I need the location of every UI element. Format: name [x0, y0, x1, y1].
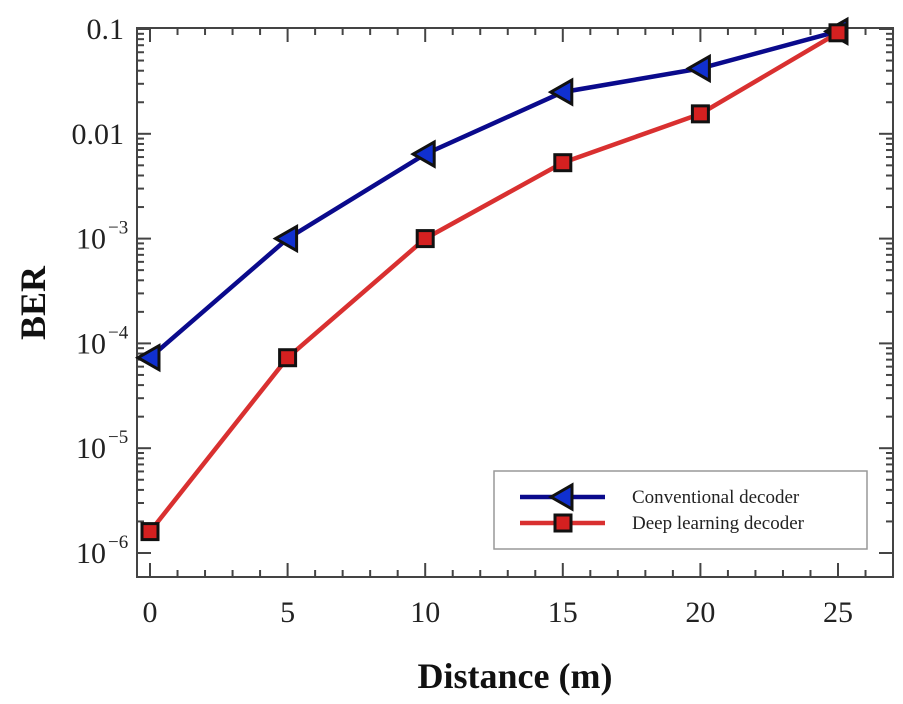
data-point-0-4: [685, 53, 711, 84]
y-tick-base: 0.01: [72, 118, 125, 151]
data-point-1-0: [140, 522, 160, 542]
data-point-1-1: [278, 348, 298, 368]
y-tick-label: 0.01: [72, 118, 125, 151]
x-tick-label: 0: [143, 596, 158, 629]
plot-frame: [136, 27, 894, 578]
series-line-1: [148, 30, 840, 534]
x-axis-title: Distance (m): [418, 656, 613, 696]
x-tick-label: 10: [410, 596, 440, 629]
y-tick-exponent: −4: [108, 322, 129, 343]
y-tick-base: 10: [76, 537, 106, 570]
data-point-1-5: [828, 23, 848, 43]
y-tick-exponent: −6: [108, 532, 128, 553]
y-tick-label: 0.1: [87, 13, 125, 46]
y-axis-title: BER: [13, 265, 53, 340]
x-tick-label: 25: [823, 596, 853, 629]
data-point-0-1: [272, 224, 299, 254]
y-tick-label: 10: [76, 537, 106, 570]
data-point-1-4: [690, 104, 710, 124]
x-tick-label: 20: [685, 596, 715, 629]
legend-marker-1: [553, 513, 573, 533]
y-tick-base: 10: [76, 327, 106, 360]
legend-label-1: Deep learning decoder: [632, 513, 805, 534]
data-point-0-3: [547, 77, 574, 107]
y-tick-exponent: −5: [108, 427, 128, 448]
y-tick-base: 0.1: [87, 13, 125, 46]
legend-box: [493, 470, 868, 550]
data-point-0-2: [410, 139, 436, 169]
legend-marker-0: [547, 482, 574, 512]
data-point-1-2: [415, 229, 435, 249]
x-tick-label: 15: [548, 596, 578, 629]
y-tick-base: 10: [76, 432, 106, 465]
y-tick-label: 10: [76, 223, 106, 256]
y-tick-label: 10: [76, 327, 106, 360]
y-tick-base: 10: [76, 223, 106, 256]
y-tick-label: 10: [76, 432, 106, 465]
y-tick-exponent: −3: [108, 218, 128, 239]
legend-label-0: Conventional decoder: [632, 487, 800, 508]
series-line-0: [148, 29, 839, 360]
data-point-0-0: [134, 343, 161, 373]
data-point-1-3: [553, 153, 573, 173]
x-tick-label: 5: [280, 596, 295, 629]
